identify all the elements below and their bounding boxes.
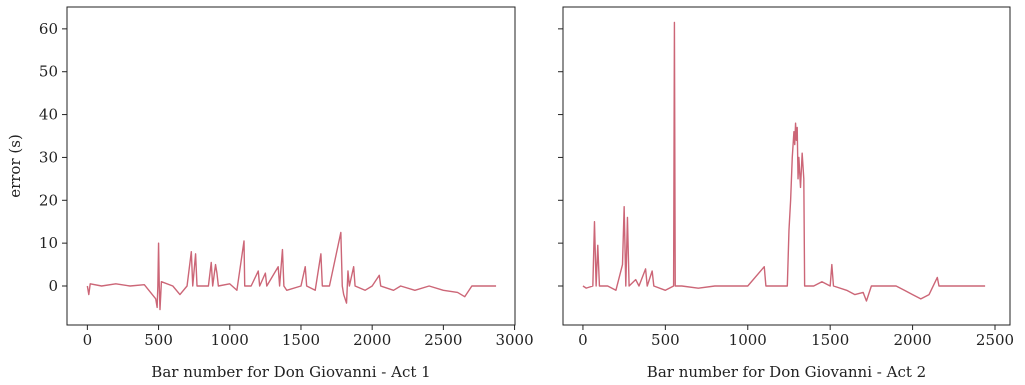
y-tick-label: 60 [39,20,58,38]
y-tick-label: 0 [48,277,58,295]
y-axis-label: error (s) [6,134,24,198]
x-tick-label: 1500 [282,331,320,349]
x-tick-label: 2000 [353,331,391,349]
x-tick-label: 500 [651,331,680,349]
x-tick-label: 2500 [976,331,1014,349]
x-axis-label: Bar number for Don Giovanni - Act 2 [647,363,926,381]
y-tick-label: 20 [39,191,58,209]
x-tick-label: 2500 [424,331,462,349]
x-tick-label: 1000 [211,331,249,349]
plot-frame [66,6,516,326]
x-tick-label: 1500 [811,331,849,349]
x-axis-label: Bar number for Don Giovanni - Act 1 [151,363,430,381]
x-tick-label: 3000 [495,331,533,349]
x-tick-label: 0 [83,331,93,349]
y-tick-label: 40 [39,106,58,124]
series-line [86,231,497,311]
y-tick-label: 50 [39,63,58,81]
x-tick-label: 0 [578,331,588,349]
series-line [582,21,986,302]
x-tick-label: 1000 [729,331,767,349]
x-tick-label: 500 [144,331,173,349]
x-tick-label: 2000 [893,331,931,349]
y-tick-label: 30 [39,148,58,166]
plot-frame [562,6,1011,326]
y-tick-label: 10 [39,234,58,252]
